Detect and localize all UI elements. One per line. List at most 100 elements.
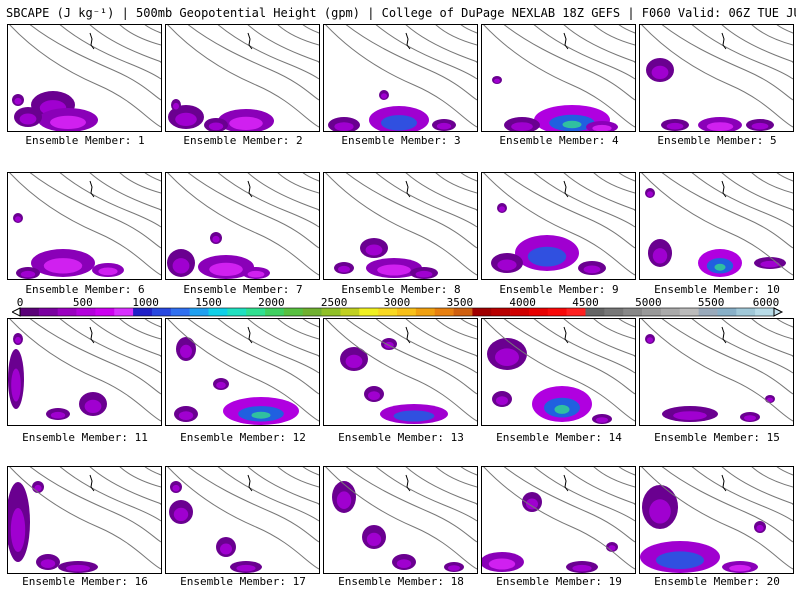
- height-contour: [503, 25, 635, 101]
- cape-core: [11, 368, 21, 402]
- sbcape-map: [9, 25, 161, 131]
- height-contour: [217, 319, 319, 374]
- sbcape-map: [641, 173, 793, 277]
- ensemble-member-label: Ensemble Member: 10: [654, 283, 780, 296]
- color-scale-swatch: [660, 308, 681, 316]
- height-contour: [641, 25, 793, 128]
- color-scale-swatch: [170, 308, 190, 316]
- cape-core: [497, 259, 517, 271]
- height-contour: [721, 319, 793, 357]
- cape-core: [366, 532, 382, 546]
- color-scale-tick-label: 5500: [697, 296, 725, 309]
- height-contour: [460, 467, 477, 476]
- height-contour: [217, 25, 319, 80]
- color-scale-swatch: [340, 308, 360, 316]
- cape-core: [98, 267, 118, 276]
- cape-core: [15, 216, 21, 222]
- color-scale-swatch: [189, 308, 209, 316]
- color-scale-tick-label: 5000: [635, 296, 662, 309]
- coastline: [89, 326, 95, 344]
- cape-core: [180, 344, 192, 358]
- height-contour: [119, 319, 161, 340]
- height-contour: [593, 319, 635, 340]
- cape-core: [647, 191, 653, 197]
- cape-core: [334, 122, 354, 131]
- height-contour: [345, 173, 477, 249]
- height-contour: [751, 319, 793, 340]
- height-contour: [563, 319, 635, 357]
- height-contour: [593, 173, 635, 194]
- sbcape-map: [8, 467, 161, 573]
- color-scale-swatch: [378, 308, 398, 316]
- ensemble-member-panel: [481, 172, 636, 280]
- color-scale-tick-label: 0: [16, 296, 24, 309]
- color-scale-swatch: [151, 308, 172, 316]
- ensemble-member-panel: [323, 24, 478, 132]
- height-contour: [533, 319, 635, 374]
- height-contour: [167, 173, 319, 276]
- ensemble-member-panel: [7, 466, 162, 574]
- cape-core: [656, 551, 704, 569]
- cape-core: [50, 115, 86, 129]
- height-contour: [89, 467, 161, 505]
- sbcape-map: [640, 467, 793, 573]
- sbcape-map: [8, 319, 161, 422]
- height-contour: [302, 319, 319, 328]
- height-contour: [460, 25, 477, 34]
- height-contour: [503, 467, 635, 543]
- cape-core: [173, 102, 179, 110]
- height-contour: [483, 173, 635, 276]
- cape-core: [172, 484, 180, 492]
- coastline: [405, 180, 411, 198]
- color-scale-tick-label: 1500: [195, 296, 222, 309]
- coastline: [405, 32, 411, 50]
- height-contour: [59, 467, 161, 522]
- coastline: [89, 474, 95, 492]
- coastline: [89, 180, 95, 198]
- height-contour: [89, 319, 161, 357]
- height-contour: [691, 25, 793, 80]
- height-contour: [325, 319, 477, 422]
- color-scale-tick-label: 3000: [383, 296, 411, 309]
- cape-core: [43, 258, 83, 274]
- color-scale-swatch: [227, 308, 247, 316]
- color-scale-swatch: [283, 308, 304, 316]
- ensemble-member-panel: [165, 24, 320, 132]
- ensemble-member-panel: [7, 172, 162, 280]
- cape-core: [396, 559, 412, 568]
- color-scale-swatch: [114, 308, 134, 316]
- height-contour: [661, 319, 793, 395]
- color-scale-swatch: [321, 308, 341, 316]
- cape-core: [10, 508, 26, 552]
- ensemble-member-label: Ensemble Member: 3: [341, 134, 461, 147]
- coastline: [247, 474, 253, 492]
- height-contour: [144, 467, 161, 476]
- ensemble-member-panel: [165, 466, 320, 574]
- color-scale-swatch: [528, 308, 549, 316]
- height-contour: [59, 25, 161, 80]
- ensemble-member-panel: [323, 318, 478, 426]
- color-scale-swatch: [642, 308, 662, 316]
- height-contour: [405, 173, 477, 211]
- height-contour: [721, 25, 793, 63]
- color-scale-tick-label: 1000: [132, 296, 159, 309]
- cape-core: [173, 507, 189, 521]
- cape-core: [209, 262, 243, 276]
- height-contour: [641, 319, 793, 422]
- height-contour: [302, 25, 319, 34]
- cape-core: [744, 415, 756, 421]
- height-contour: [119, 173, 161, 194]
- sbcape-color-scale: [12, 307, 784, 317]
- cape-core: [365, 244, 383, 256]
- height-contour: [167, 25, 319, 128]
- color-scale-swatch: [133, 308, 153, 316]
- cape-core: [20, 270, 36, 278]
- color-scale-swatch: [302, 308, 322, 316]
- height-contour: [691, 319, 793, 374]
- height-contour: [217, 467, 319, 522]
- color-scale-tick-label: 2000: [258, 296, 285, 309]
- cape-core: [666, 122, 684, 130]
- cape-core: [729, 564, 751, 572]
- color-scale-swatch: [604, 308, 624, 316]
- height-contour: [375, 467, 477, 522]
